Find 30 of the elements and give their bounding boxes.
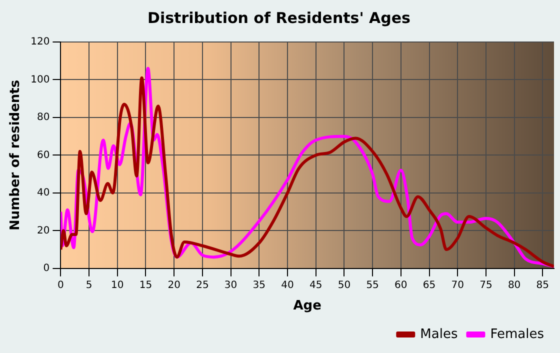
x-tick-label: 5 [86,280,92,291]
x-tick-label: 30 [224,280,238,291]
y-tick-label: 100 [30,74,50,86]
y-tick-label: 60 [36,150,50,161]
x-tick-label: 65 [422,280,436,291]
x-tick-label: 20 [168,280,180,291]
x-axis-title: Age [293,298,322,314]
x-tick-label: 60 [394,280,408,291]
x-tick-label: 10 [111,280,124,291]
chart-title: Distribution of Residents' Ages [148,8,411,27]
x-tick-label: 0 [58,280,64,291]
x-tick-label: 80 [508,280,521,291]
x-tick-label: 40 [281,280,294,291]
y-tick-label: 20 [36,225,50,236]
x-tick-label: 55 [366,280,379,291]
y-tick-label: 40 [36,188,50,199]
y-tick-label: 0 [43,262,50,274]
legend-label: Males [420,326,458,342]
y-tick-label: 120 [30,36,50,48]
x-tick-label: 50 [338,280,351,291]
x-tick-label: 25 [196,280,209,291]
y-tick-label: 80 [36,112,50,124]
x-tick-label: 85 [536,280,550,291]
x-tick-label: 15 [139,280,152,291]
y-axis-title: Number of residents [8,80,24,231]
x-tick-label: 70 [451,280,464,291]
x-tick-label: 35 [252,280,266,291]
x-tick-label: 75 [480,280,492,291]
legend-label: Females [490,326,544,342]
x-tick-label: 45 [309,280,322,291]
